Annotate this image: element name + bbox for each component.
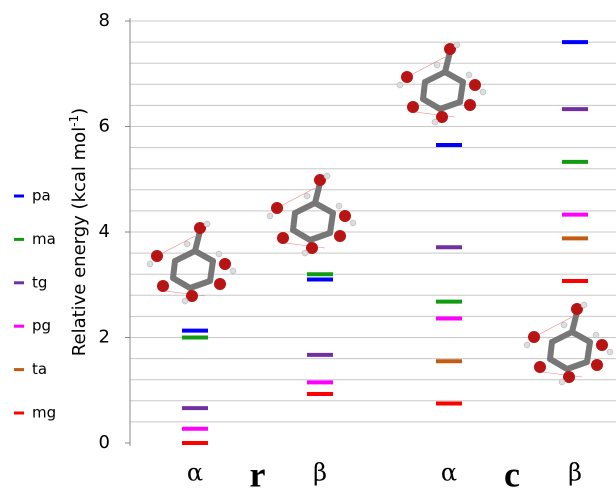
molecule-image <box>397 42 486 125</box>
y-axis-label-main: Relative energy (kcal mol <box>69 127 90 356</box>
y-tick-label: 4 <box>99 221 110 242</box>
x-tick-label: α <box>187 459 203 487</box>
legend-label: pa <box>32 187 51 205</box>
chart: Relative energy (kcal mol-1) 0 2 4 6 8 α β α β r c… <box>0 0 616 491</box>
legend-label: pg <box>32 317 51 335</box>
molecule-image <box>524 302 613 385</box>
x-tick-label: β <box>313 459 327 487</box>
legend-label: ta <box>32 360 47 378</box>
molecule-image <box>267 173 356 256</box>
y-tick-label: 6 <box>99 116 110 137</box>
grid <box>130 21 616 422</box>
legend-label: mg <box>32 404 56 422</box>
y-axis-label-end: ) <box>69 108 90 115</box>
y-axis-label-superscript: -1 <box>67 115 81 127</box>
y-tick-label: 2 <box>99 327 110 348</box>
legend-label: ma <box>32 230 56 248</box>
x-tick-label: α <box>441 459 457 487</box>
legend-label: tg <box>32 273 47 291</box>
y-tick-label: 8 <box>99 10 110 31</box>
molecule-image <box>147 221 236 304</box>
y-axis-label: Relative energy (kcal mol-1) <box>67 108 91 356</box>
group-label: c <box>504 454 520 491</box>
y-tick-label: 0 <box>99 432 110 453</box>
x-tick-label: β <box>568 459 582 487</box>
group-label: r <box>250 454 266 491</box>
